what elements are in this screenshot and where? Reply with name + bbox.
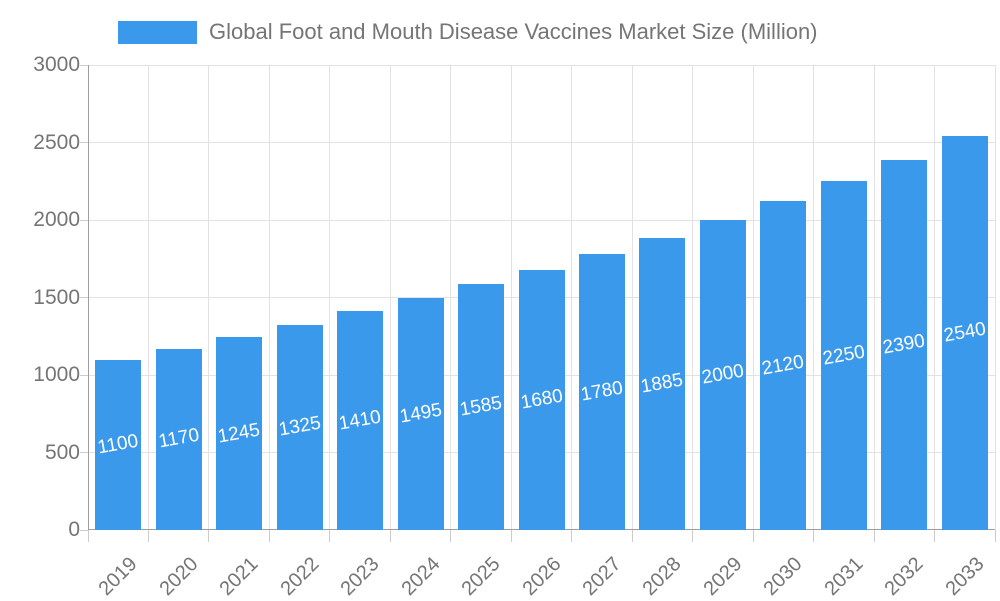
x-tick-2 xyxy=(208,530,210,542)
y-tick-label-1500: 1500 xyxy=(33,285,80,309)
x-tick-label-2025: 2025 xyxy=(457,553,505,601)
v-gridline-14 xyxy=(934,65,936,530)
y-axis-labels: 0 500 1000 1500 2000 2500 3000 xyxy=(0,53,80,541)
y-tick-label-500: 500 xyxy=(44,440,80,464)
v-gridline-9 xyxy=(631,65,633,530)
y-tick-500 xyxy=(80,452,88,453)
x-tick-label-2026: 2026 xyxy=(518,553,566,601)
v-gridline-5 xyxy=(389,65,391,530)
y-tick-0 xyxy=(80,529,88,531)
v-gridline-4 xyxy=(329,65,331,530)
x-tick-label-2022: 2022 xyxy=(276,553,324,601)
x-tick-label-2020: 2020 xyxy=(155,553,203,601)
x-tick-label-2028: 2028 xyxy=(638,553,686,601)
v-gridline-2 xyxy=(208,65,210,530)
v-gridline-8 xyxy=(571,65,573,530)
bar-2029[interactable] xyxy=(699,220,746,530)
x-tick-15 xyxy=(994,530,996,542)
x-tick-label-2023: 2023 xyxy=(336,553,384,601)
bar-2022[interactable] xyxy=(276,324,323,530)
y-tick-label-2000: 2000 xyxy=(33,208,80,231)
y-tick-3000 xyxy=(80,64,88,66)
x-tick-label-2032: 2032 xyxy=(880,553,928,601)
x-tick-label-2019: 2019 xyxy=(94,553,142,601)
v-gridline-1 xyxy=(147,65,149,530)
bar-2024[interactable] xyxy=(397,298,444,530)
y-tick-label-3000: 3000 xyxy=(33,53,80,76)
x-tick-label-2021: 2021 xyxy=(215,553,263,601)
x-tick-label-2030: 2030 xyxy=(759,553,807,601)
v-gridline-10 xyxy=(692,65,694,530)
bar-2021[interactable] xyxy=(216,337,263,530)
legend[interactable]: Global Foot and Mouth Disease Vaccines M… xyxy=(118,19,818,45)
bar-2026[interactable] xyxy=(518,269,565,530)
v-gridline-3 xyxy=(268,65,270,530)
y-tick-2500 xyxy=(80,142,88,143)
v-gridline-7 xyxy=(510,65,512,530)
x-tick-9 xyxy=(631,530,633,542)
y-tick-label-0: 0 xyxy=(68,518,80,541)
y-tick-1000 xyxy=(80,374,88,376)
plot-area: 1100 1170 1245 1325 1410 1495 1585 1680 1780 1885… xyxy=(80,64,996,542)
x-tick-12 xyxy=(813,530,815,542)
bar-2033[interactable] xyxy=(941,136,988,530)
x-tick-13 xyxy=(873,530,875,542)
bar-2032[interactable] xyxy=(881,159,928,530)
x-tick-label-2027: 2027 xyxy=(578,553,626,601)
chart-title: Global Foot and Mouth Disease Vaccines M… xyxy=(209,19,818,44)
bar-2030[interactable] xyxy=(760,201,807,530)
v-gridline-11 xyxy=(752,65,754,530)
x-tick-6 xyxy=(450,530,452,542)
bar-2027[interactable] xyxy=(578,254,625,530)
bar-2023[interactable] xyxy=(337,311,384,530)
x-tick-label-2033: 2033 xyxy=(941,553,989,601)
y-tick-label-2500: 2500 xyxy=(33,130,80,154)
x-tick-label-2024: 2024 xyxy=(397,553,445,601)
x-tick-5 xyxy=(389,530,391,542)
h-gridline-2500 xyxy=(88,142,995,143)
x-tick-11 xyxy=(752,530,754,542)
x-tick-3 xyxy=(268,530,270,542)
y-tick-1500 xyxy=(80,297,88,298)
x-tick-0 xyxy=(87,530,89,542)
x-tick-14 xyxy=(934,530,936,542)
y-tick-label-1000: 1000 xyxy=(33,363,80,386)
legend-swatch[interactable] xyxy=(118,20,197,44)
x-tick-label-2031: 2031 xyxy=(820,553,868,601)
bar-2019[interactable] xyxy=(95,359,142,530)
v-gridline-6 xyxy=(450,65,452,530)
x-tick-label-2029: 2029 xyxy=(699,553,747,601)
y-tick-2000 xyxy=(80,219,88,221)
x-tick-10 xyxy=(692,530,694,542)
h-gridline-3000 xyxy=(88,64,995,66)
x-tick-7 xyxy=(510,530,512,542)
bar-2025[interactable] xyxy=(458,284,505,530)
y-axis-line xyxy=(88,65,89,530)
x-tick-4 xyxy=(329,530,331,542)
x-axis-labels: 2019 2020 2021 2022 2023 2024 2025 2026 2027 2028… xyxy=(88,545,995,600)
v-gridline-13 xyxy=(873,65,875,530)
h-gridline-2000 xyxy=(88,219,995,221)
bar-2020[interactable] xyxy=(155,348,202,530)
v-gridline-15 xyxy=(994,65,996,530)
x-tick-8 xyxy=(571,530,573,542)
bar-2028[interactable] xyxy=(639,237,686,530)
x-tick-1 xyxy=(147,530,149,542)
bar-2031[interactable] xyxy=(820,181,867,530)
v-gridline-12 xyxy=(813,65,815,530)
